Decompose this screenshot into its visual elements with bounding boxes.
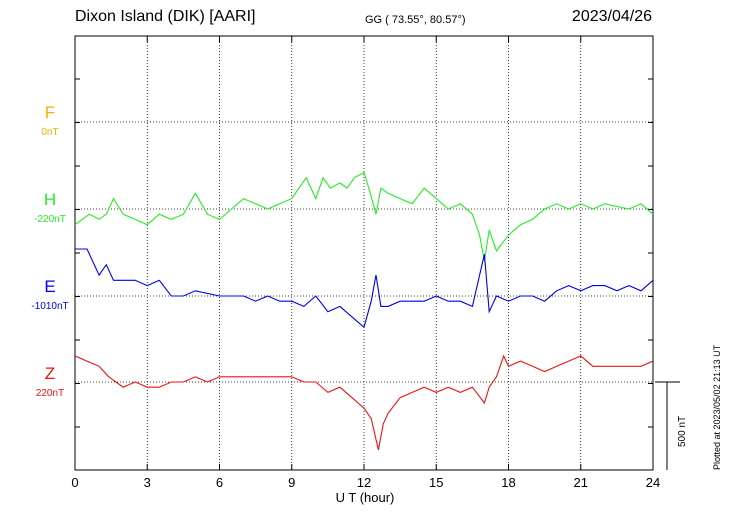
x-tick-label: 0 [71,475,78,490]
x-tick-label: 15 [429,475,443,490]
plotted-timestamp: Plotted at 2023/05/02 21:13 UT [712,344,722,470]
grid [74,35,654,471]
scale-bar [655,381,680,470]
x-tick-label: 21 [574,475,588,490]
channel-name-e: E [44,277,56,296]
trace-h [74,171,654,262]
x-tick-label: 3 [144,475,151,490]
channel-name-z: Z [44,364,56,383]
date-label: 2023/04/26 [571,8,652,25]
x-tick-label: 24 [646,475,660,490]
channel-baseline-f: 0nT [41,127,59,138]
scale-label: 500 nT [677,415,688,447]
channel-baseline-h: -220nT [34,214,66,225]
x-tick-label: 9 [288,475,295,490]
trace-z [74,354,654,451]
geo-coordinates: GG ( 73.55°, 80.57°) [365,14,466,26]
x-axis-ticks: 0 3 6 9 12 15 18 21 24 [71,36,660,490]
channel-name-h: H [43,190,57,209]
x-axis-label: U T (hour) [335,490,395,505]
channel-baseline-e: -1010nT [31,301,69,312]
channel-baseline-z: 220nT [35,388,65,399]
station-title: Dixon Island (DIK) [AARI] [75,8,256,25]
trace-e [75,248,654,329]
traces [74,171,654,451]
x-tick-label: 6 [216,475,223,490]
x-tick-label: 12 [357,475,371,490]
x-tick-label: 18 [501,475,515,490]
channel-name-f: F [44,103,56,122]
